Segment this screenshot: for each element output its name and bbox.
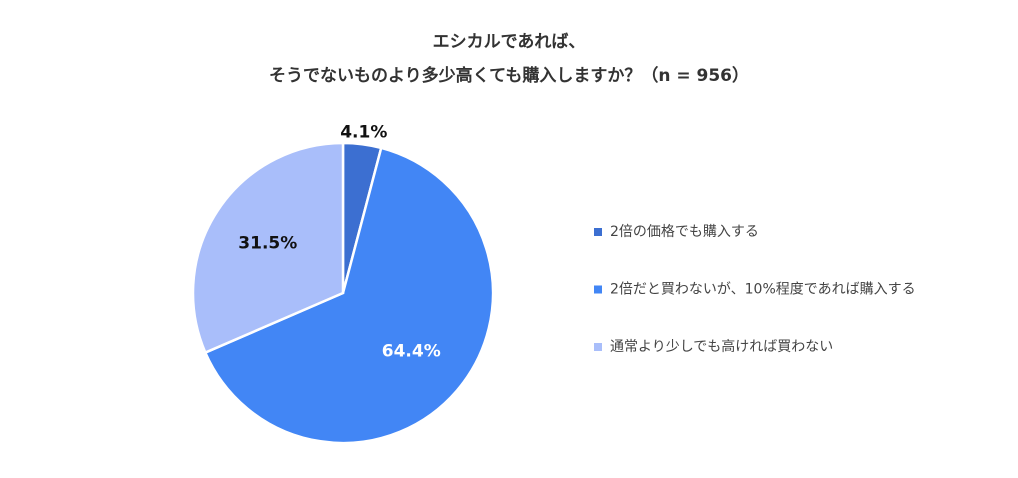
pie-slice bbox=[191, 141, 345, 355]
pie-slice bbox=[203, 146, 495, 445]
chart-title: そうでないものより多少高くても購入しますか？（n = 956） bbox=[269, 65, 749, 86]
legend-label: 2倍の価格でも購入する bbox=[610, 224, 759, 240]
legend-label: 2倍だと買わないが、10%程度であれば購入する bbox=[610, 282, 916, 298]
chart-title: エシカルであれば、 bbox=[433, 32, 586, 52]
legend-swatch bbox=[594, 343, 602, 351]
data-label: 31.5% bbox=[238, 234, 297, 254]
legend-swatch bbox=[594, 228, 602, 236]
legend-swatch bbox=[594, 285, 602, 294]
data-label: 4.1% bbox=[340, 122, 387, 142]
data-label: 64.4% bbox=[382, 342, 441, 362]
legend-label: 通常より少しでも高ければ買わない bbox=[610, 338, 833, 355]
